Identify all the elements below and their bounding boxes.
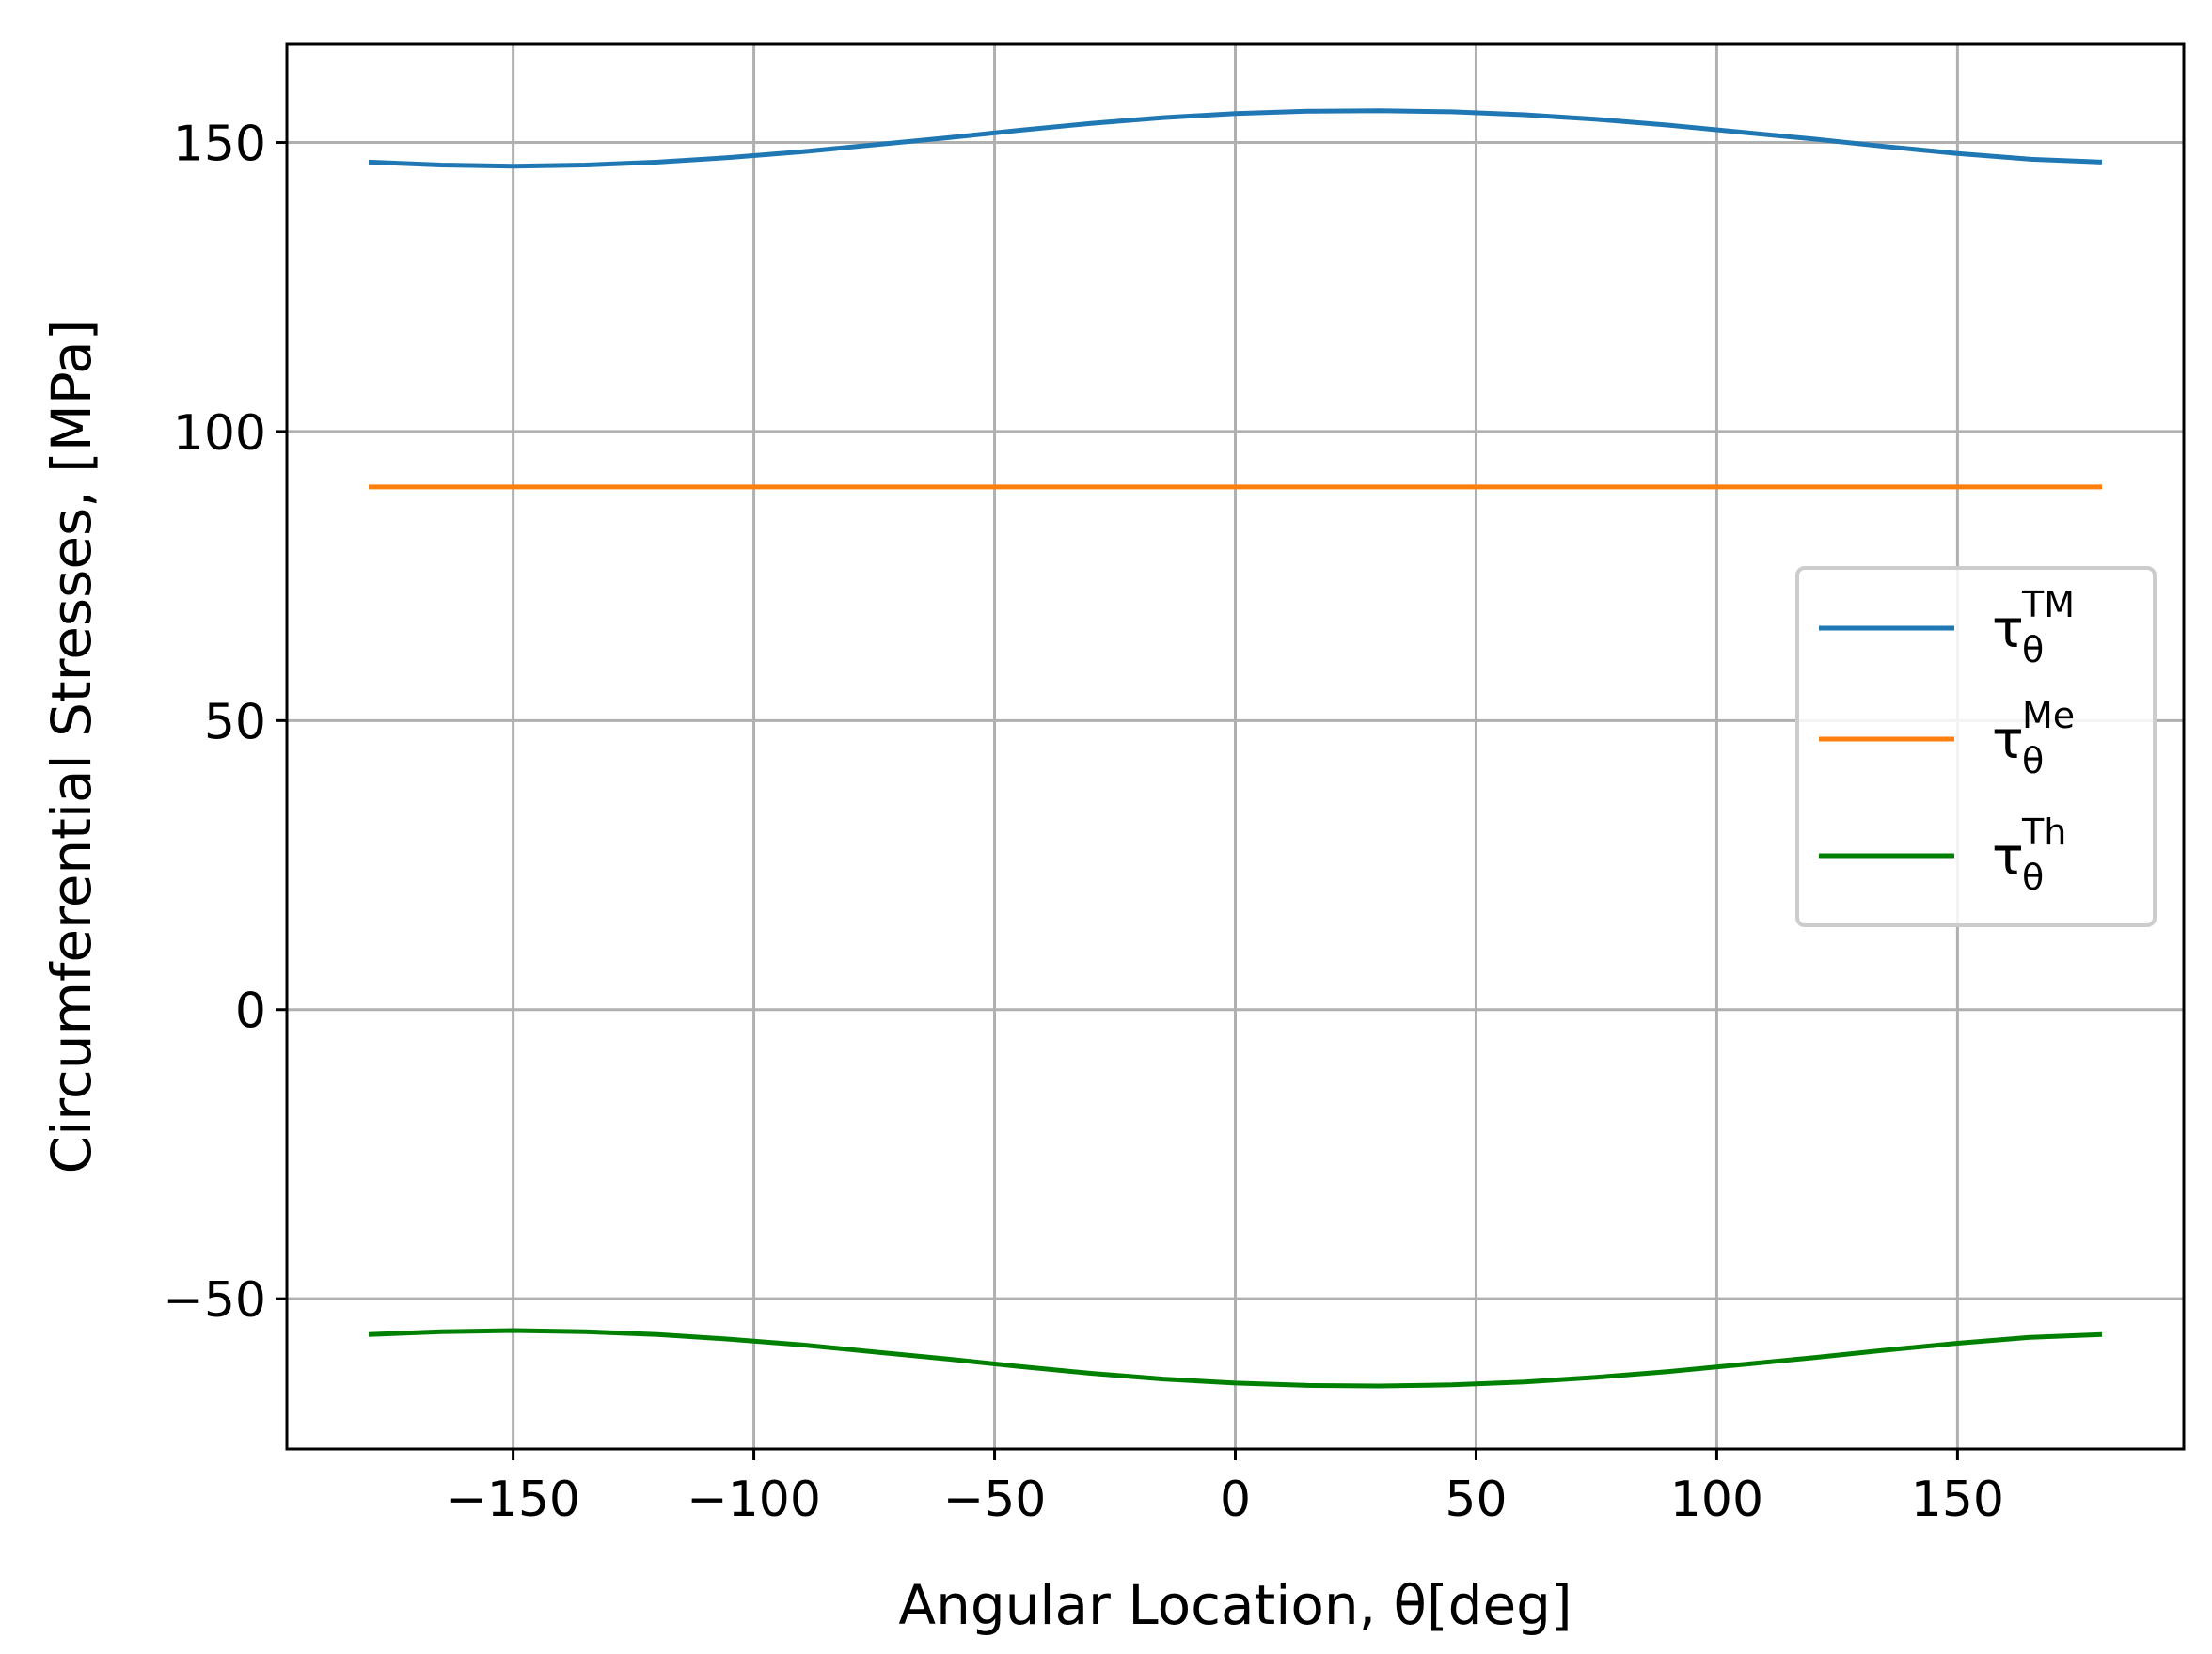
x-tick-label: −50 [943,1472,1047,1528]
y-tick-label: 50 [204,694,266,750]
y-tick-label: −50 [163,1272,266,1329]
legend-label-sub: θ [2022,857,2044,898]
series-line [368,1328,2103,1389]
x-tick-label: 100 [1670,1472,1763,1528]
legend-label-sup: Me [2022,695,2075,736]
legend-box [1795,566,2157,927]
legend-label-base: τ [1992,827,2024,888]
x-tick-label: 0 [1220,1472,1251,1528]
y-tick-label: 100 [173,405,266,462]
x-tick-label: 150 [1911,1472,2004,1528]
series-line [368,108,2103,169]
legend-label-sub: θ [2022,740,2044,781]
x-tick-label: −100 [687,1472,821,1528]
legend-label-sup: Th [2021,811,2066,853]
x-tick-label: −150 [446,1472,580,1528]
legend-label-base: τ [1992,710,2024,771]
y-tick-label: 150 [173,117,266,173]
legend-label-base: τ [1992,599,2024,660]
legend-label-sub: θ [2022,629,2044,670]
ticks: −150 −100 −50 0 50 100 150 −50 0 50 100 150 [163,117,2004,1528]
series-layer [368,108,2103,1389]
y-tick-label: 0 [235,984,266,1040]
legend-label-sup: TM [2021,584,2075,625]
x-axis-label: Angular Location, θ[deg] [898,1573,1572,1637]
y-axis-label: Circumferential Stresses, [MPa] [40,320,103,1174]
x-tick-label: 50 [1445,1472,1507,1528]
